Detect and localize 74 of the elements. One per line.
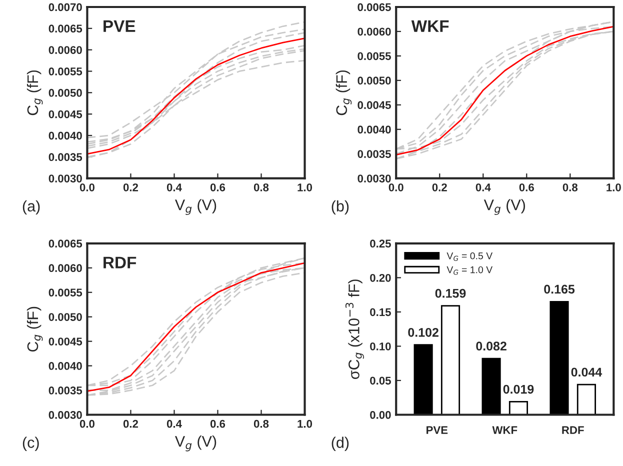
y-tick-label: 0.0060 xyxy=(358,28,391,36)
x-tick-label: 0.8 xyxy=(254,420,269,428)
y-tick-label: 0.0035 xyxy=(48,386,82,394)
x-tick-label: 0.8 xyxy=(254,183,269,192)
y-tick-label: 0.0030 xyxy=(48,411,82,419)
y-tick-label: 0.0065 xyxy=(48,24,82,33)
legend-label: V$_{G}$ = 0.5 V xyxy=(446,252,493,261)
y-tick-label: 0.0070 xyxy=(48,3,82,12)
y-tick-label: 0.0065 xyxy=(48,240,82,248)
x-axis-title: V$_{g}$ (V) xyxy=(484,199,526,215)
text: (a) xyxy=(22,200,40,215)
y-tick-label: 0.0060 xyxy=(48,46,82,54)
y-tick-label: 0.0040 xyxy=(48,132,82,140)
y-tick-label: 0.0065 xyxy=(358,3,391,12)
x-tick-label: 0.6 xyxy=(210,420,226,428)
y-tick-label: 0.0035 xyxy=(48,153,82,162)
x-tick-label: 0.2 xyxy=(432,183,447,192)
y-tick-label: 0.0030 xyxy=(48,174,82,182)
y-tick-label: 0.25 xyxy=(370,240,391,248)
y-axis-title: σC$_{g}$ (x10$^{−3}$ fF) xyxy=(345,280,364,380)
data-label: 0.019 xyxy=(503,384,534,394)
y-tick-label: 0.0060 xyxy=(48,264,82,272)
x-tick-label: 0.0 xyxy=(80,183,94,192)
y-tick-label: 0.0050 xyxy=(48,313,82,321)
y-tick-label: 0.0050 xyxy=(358,76,391,85)
y-axis-title: C$_{g}$ (fF) xyxy=(336,70,352,116)
y-tick-label: 0.0045 xyxy=(48,110,82,118)
x-tick-label: 1.0 xyxy=(298,420,312,428)
x-tick-label: 0.0 xyxy=(80,420,94,428)
x-tick-label: 0.8 xyxy=(562,183,578,192)
x-tick-label: PVE xyxy=(426,426,448,434)
x-axis-title: V$_{g}$ (V) xyxy=(174,199,216,215)
y-tick-label: 0.0055 xyxy=(358,52,391,60)
x-tick-label: 0.0 xyxy=(388,183,404,192)
y-tick-label: 0.0030 xyxy=(358,174,391,182)
text: (d) xyxy=(332,436,349,451)
x-tick-label: 0.4 xyxy=(476,183,491,192)
x-tick-label: 1.0 xyxy=(606,183,621,192)
x-axis-title: V$_{g}$ (V) xyxy=(174,436,216,452)
x-tick-label: 0.2 xyxy=(123,183,138,192)
y-axis-title: C$_{g}$ (fF) xyxy=(26,306,43,352)
y-tick-label: 0.20 xyxy=(370,274,391,282)
annotation: RDF xyxy=(104,256,136,268)
y-tick-label: 0.00 xyxy=(370,411,391,419)
text: (c) xyxy=(22,436,39,451)
x-tick-label: 0.4 xyxy=(166,420,182,428)
data-label: 0.082 xyxy=(476,342,506,351)
text: (b) xyxy=(332,200,349,215)
y-tick-label: 0.0055 xyxy=(48,288,82,296)
x-tick-label: 0.2 xyxy=(123,420,138,428)
x-tick-label: RDF xyxy=(562,426,584,434)
y-tick-label: 0.0045 xyxy=(358,101,391,110)
data-label: 0.044 xyxy=(571,368,602,377)
y-tick-label: 0.0045 xyxy=(48,338,82,346)
annotation: WKF xyxy=(411,20,449,32)
y-tick-label: 0.0040 xyxy=(358,126,391,134)
y-tick-label: 0.0055 xyxy=(48,68,82,76)
y-tick-label: 0.0035 xyxy=(358,150,391,158)
y-tick-label: 0.0040 xyxy=(48,362,82,370)
y-tick-label: 0.10 xyxy=(370,342,391,350)
legend-label: V$_{G}$ = 1.0 V xyxy=(446,266,493,275)
y-tick-label: 0.15 xyxy=(370,308,391,316)
data-label: 0.102 xyxy=(408,328,438,337)
annotation: PVE xyxy=(104,20,136,32)
x-tick-label: 1.0 xyxy=(298,183,312,192)
x-tick-label: 0.4 xyxy=(166,183,182,192)
data-label: 0.165 xyxy=(544,284,575,294)
x-tick-label: 0.6 xyxy=(210,183,226,192)
y-tick-label: 0.05 xyxy=(370,376,391,385)
data-label: 0.159 xyxy=(435,288,466,298)
x-tick-label: 0.6 xyxy=(519,183,534,192)
y-tick-label: 0.0050 xyxy=(48,88,82,97)
y-axis-title: C$_{g}$ (fF) xyxy=(26,70,43,116)
x-tick-label: WKF xyxy=(492,426,518,434)
